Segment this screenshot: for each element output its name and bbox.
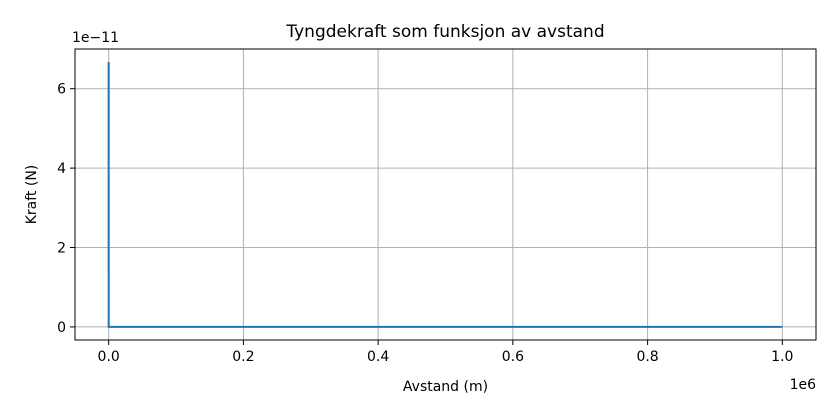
x-offset-label: 1e6 — [790, 377, 817, 393]
x-tick-label: 0.2 — [232, 349, 254, 365]
y-tick-label: 6 — [57, 82, 66, 98]
y-tick-label: 4 — [57, 161, 66, 177]
plot-frame — [74, 48, 817, 341]
x-tick-label: 1.0 — [771, 349, 793, 365]
y-offset-label: 1e−11 — [72, 30, 119, 46]
x-tick-label: 0.4 — [367, 349, 389, 365]
ticks: 0.0 0.2 0.4 0.6 0.8 1.0 0 2 4 6 — [57, 82, 793, 365]
x-tick-label: 0.6 — [502, 349, 524, 365]
x-axis-label: Avstand (m) — [403, 379, 488, 395]
x-tick-label: 0.0 — [98, 349, 120, 365]
x-tick-label: 0.8 — [636, 349, 658, 365]
y-tick-label: 2 — [57, 240, 66, 256]
y-tick-label: 0 — [57, 320, 66, 336]
grid — [75, 49, 816, 340]
chart-title: Tyngdekraft som funksjon av avstand — [285, 22, 604, 42]
series-line — [107, 61, 783, 328]
series — [107, 61, 783, 328]
y-axis-label: Kraft (N) — [24, 165, 40, 225]
